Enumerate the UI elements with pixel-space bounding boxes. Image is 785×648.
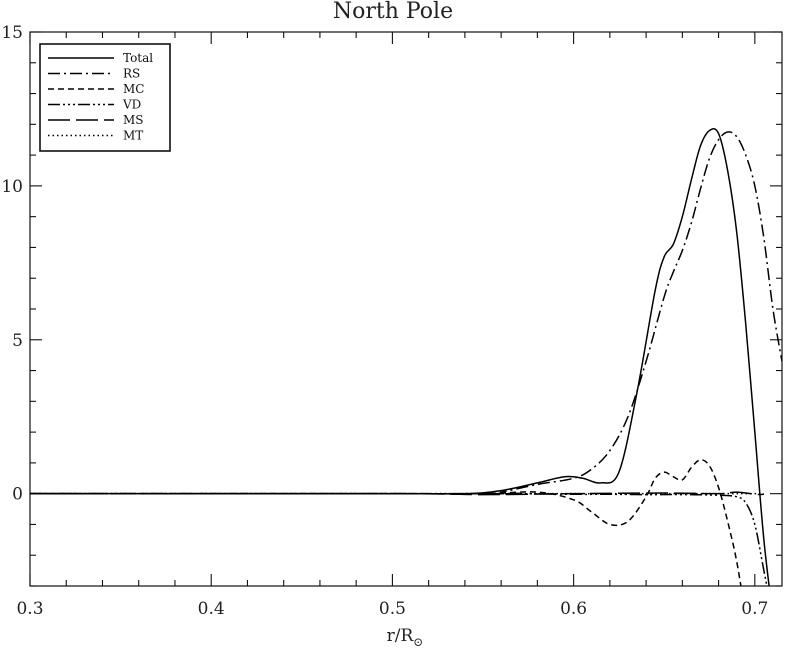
legend-label-rs: RS xyxy=(123,67,140,81)
y-tick-label: 0 xyxy=(12,485,23,505)
y-tick-label: 10 xyxy=(1,177,23,197)
x-axis: 0.3 0.4 0.5 0.6 0.7 xyxy=(16,32,768,619)
x-axis-label: r/R⊙ xyxy=(387,626,424,648)
series-line-rs xyxy=(30,131,782,495)
x-tick-label: 0.7 xyxy=(741,599,768,619)
legend-label-mc: MC xyxy=(123,82,144,96)
x-tick-label: 0.3 xyxy=(16,599,43,619)
series-line-mc xyxy=(30,459,742,586)
x-tick-label: 0.4 xyxy=(198,599,225,619)
series-line-total xyxy=(30,128,770,586)
legend-label-mt: MT xyxy=(123,129,143,143)
series-layer xyxy=(30,128,782,586)
chart-title: North Pole xyxy=(333,0,453,24)
x-axis-label-main: r/R xyxy=(387,626,415,646)
y-axis: 0 5 10 15 xyxy=(1,23,782,587)
y-tick-label: 5 xyxy=(12,331,23,351)
x-axis-label-subscript: ⊙ xyxy=(413,635,423,648)
legend-label-ms: MS xyxy=(123,113,144,127)
legend-label-vd: VD xyxy=(122,98,141,112)
x-tick-label: 0.6 xyxy=(560,599,587,619)
legend-box xyxy=(39,43,171,152)
y-tick-label: 15 xyxy=(1,23,23,43)
legend-label-total: Total xyxy=(123,51,153,65)
x-tick-label: 0.5 xyxy=(379,599,406,619)
